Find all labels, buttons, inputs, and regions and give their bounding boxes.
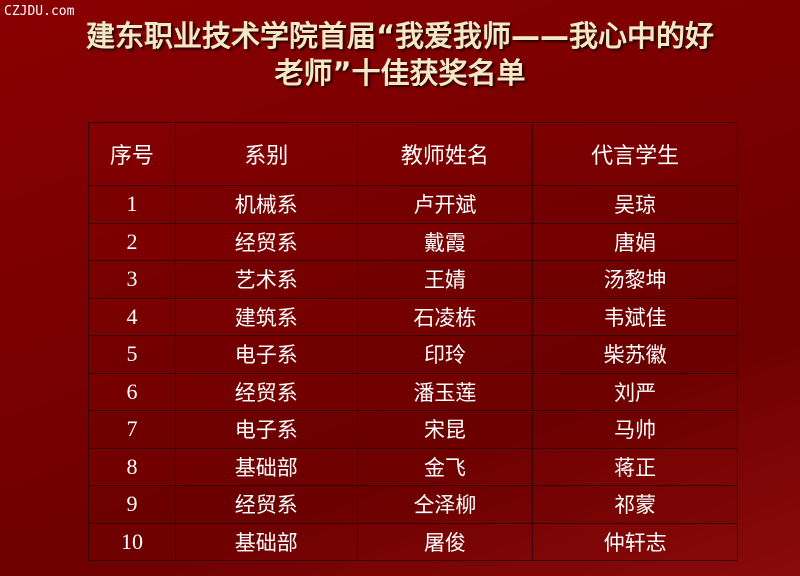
teacher-name: 宋昆 [356,410,534,449]
department: 经贸系 [174,372,358,411]
student-representative: 仲轩志 [532,522,738,561]
department: 电子系 [174,335,358,374]
teacher-name: 石凌栋 [356,297,534,336]
award-table: 序号 系别 教师姓名 代言学生 1 机械系 卢开斌 吴琼 2 经贸系 戴霞 唐娟 3 艺术系 王婧 汤黎坤 4… [88,122,738,561]
title-line-1: 建东职业技术学院首届“我爱我师——我心中的好 [85,19,715,53]
row-number: 7 [88,410,176,449]
student-representative: 唐娟 [532,222,738,261]
teacher-name: 仝泽柳 [356,485,534,524]
column-header: 序号 [88,122,176,186]
department: 基础部 [174,522,358,561]
table-row: 6 经贸系 潘玉莲 刘严 [88,372,738,411]
row-number: 5 [88,335,176,374]
table-row: 10 基础部 屠俊 仲轩志 [88,522,738,561]
department: 经贸系 [174,485,358,524]
table-header-row: 序号 系别 教师姓名 代言学生 [88,122,738,186]
teacher-name: 屠俊 [356,522,534,561]
teacher-name: 王婧 [356,260,534,299]
row-number: 4 [88,297,176,336]
row-number: 6 [88,372,176,411]
row-number: 8 [88,447,176,486]
column-header: 系别 [174,122,358,186]
student-representative: 柴苏徽 [532,335,738,374]
table-row: 1 机械系 卢开斌 吴琼 [88,185,738,224]
row-number: 2 [88,222,176,261]
row-number: 10 [88,522,176,561]
column-header: 教师姓名 [356,122,534,186]
department: 建筑系 [174,297,358,336]
table-row: 3 艺术系 王婧 汤黎坤 [88,260,738,299]
row-number: 1 [88,185,176,224]
teacher-name: 潘玉莲 [356,372,534,411]
teacher-name: 金飞 [356,447,534,486]
table-row: 7 电子系 宋昆 马帅 [88,410,738,449]
table-row: 4 建筑系 石凌栋 韦斌佳 [88,297,738,336]
row-number: 9 [88,485,176,524]
table-row: 5 电子系 印玲 柴苏徽 [88,335,738,374]
column-header: 代言学生 [532,122,738,186]
student-representative: 祁蒙 [532,485,738,524]
department: 基础部 [174,447,358,486]
department: 艺术系 [174,260,358,299]
student-representative: 韦斌佳 [532,297,738,336]
teacher-name: 戴霞 [356,222,534,261]
department: 经贸系 [174,222,358,261]
department: 电子系 [174,410,358,449]
table-row: 2 经贸系 戴霞 唐娟 [88,222,738,261]
page-title: 建东职业技术学院首届“我爱我师——我心中的好 老师”十佳获奖名单 [0,18,800,92]
teacher-name: 卢开斌 [356,185,534,224]
table-row: 8 基础部 金飞 蒋正 [88,447,738,486]
table-row: 9 经贸系 仝泽柳 祁蒙 [88,485,738,524]
student-representative: 蒋正 [532,447,738,486]
student-representative: 马帅 [532,410,738,449]
student-representative: 吴琼 [532,185,738,224]
student-representative: 刘严 [532,372,738,411]
student-representative: 汤黎坤 [532,260,738,299]
teacher-name: 印玲 [356,335,534,374]
row-number: 3 [88,260,176,299]
department: 机械系 [174,185,358,224]
watermark: CZJDU.com [4,4,75,19]
title-line-2: 老师”十佳获奖名单 [274,56,526,90]
